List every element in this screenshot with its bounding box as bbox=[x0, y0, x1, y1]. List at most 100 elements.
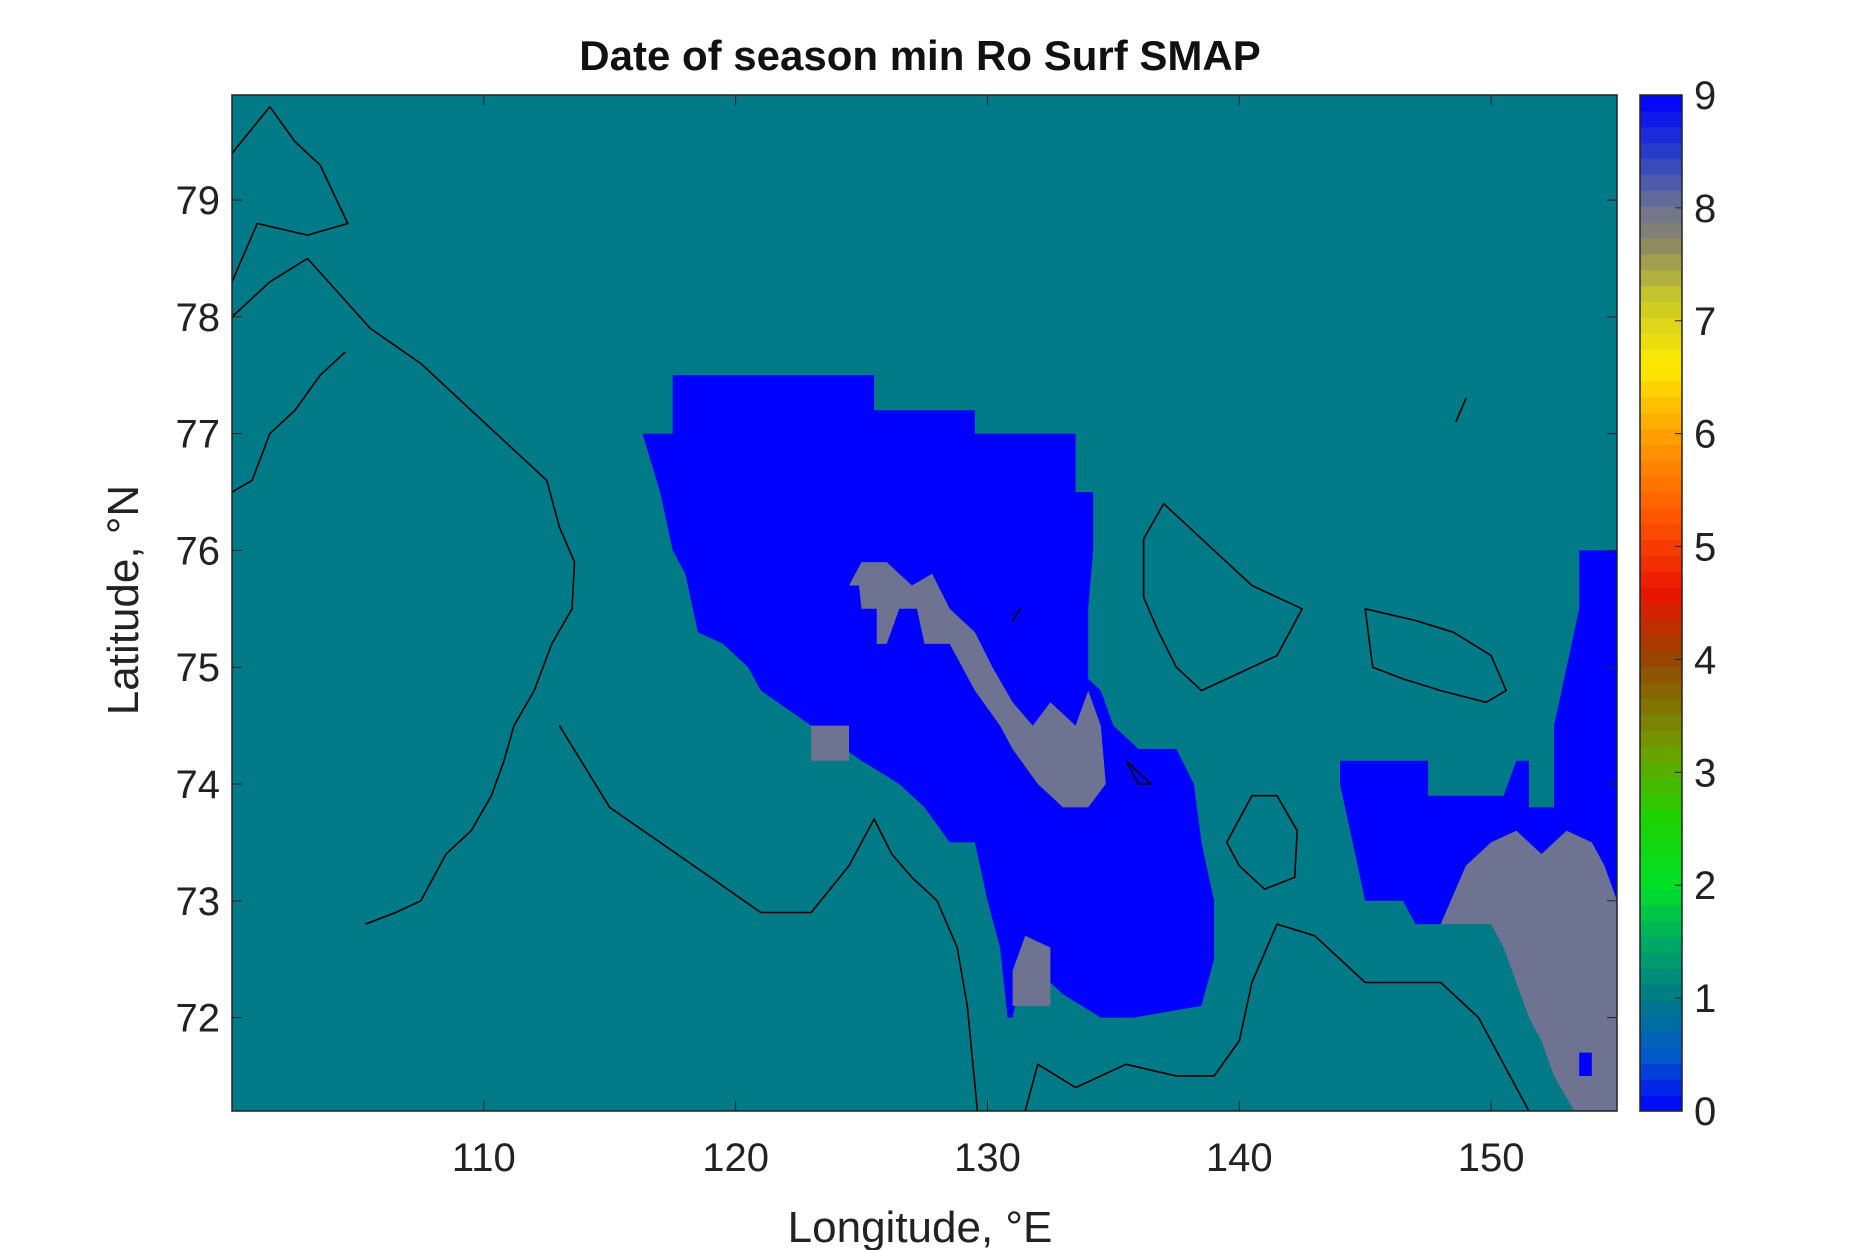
region-1 bbox=[849, 562, 1106, 808]
colorbar-band-55 bbox=[1640, 222, 1682, 239]
y-tick-label-7: 79 bbox=[176, 179, 221, 223]
region-6 bbox=[1579, 1052, 1592, 1076]
colorbar-band-40 bbox=[1640, 460, 1682, 477]
coastline-7 bbox=[1225, 794, 1298, 890]
colorbar-band-20 bbox=[1640, 777, 1682, 795]
colorbar-band-63 bbox=[1640, 95, 1682, 112]
colorbar-tick-label-3: 3 bbox=[1694, 751, 1716, 795]
colorbar-band-36 bbox=[1640, 523, 1682, 541]
colorbar-band-37 bbox=[1640, 507, 1682, 525]
colorbar-band-29 bbox=[1640, 634, 1682, 652]
colorbar-band-24 bbox=[1640, 714, 1682, 731]
colorbar-band-11 bbox=[1640, 920, 1682, 937]
colorbar-band-38 bbox=[1640, 491, 1682, 509]
colorbar-tick-label-8: 8 bbox=[1694, 187, 1716, 231]
coastline-10 bbox=[1011, 607, 1022, 621]
colorbar-band-4 bbox=[1640, 1031, 1682, 1049]
y-tick-label-2: 74 bbox=[176, 763, 221, 807]
colorbar-frame bbox=[1639, 94, 1683, 1112]
y-axis-label: Latitude, °N bbox=[99, 485, 148, 715]
colorbar-tick-label-5: 5 bbox=[1694, 526, 1716, 570]
x-tick-label-2: 130 bbox=[954, 1136, 1021, 1180]
colorbar-band-52 bbox=[1640, 269, 1682, 287]
colorbar-band-53 bbox=[1640, 253, 1682, 271]
colorbar-band-3 bbox=[1640, 1047, 1682, 1064]
colorbar-band-1 bbox=[1640, 1079, 1682, 1096]
colorbar-tick-label-0: 0 bbox=[1694, 1090, 1716, 1134]
chart-title: Date of season min Ro Surf SMAP bbox=[579, 32, 1260, 79]
colorbar-band-58 bbox=[1640, 174, 1682, 191]
colorbar-band-6 bbox=[1640, 999, 1682, 1017]
x-axis-ticks: 110 120 130 140 150 bbox=[452, 95, 1525, 1180]
colorbar-band-5 bbox=[1640, 1015, 1682, 1033]
colorbar-band-44 bbox=[1640, 396, 1682, 414]
colorbar-band-56 bbox=[1640, 206, 1682, 223]
y-tick-label-6: 78 bbox=[176, 296, 221, 340]
x-tick-label-0: 110 bbox=[452, 1136, 516, 1180]
coastline-5 bbox=[1142, 502, 1303, 692]
colorbar-band-28 bbox=[1640, 650, 1682, 668]
colorbar-tick-label-9: 9 bbox=[1694, 74, 1716, 118]
region-5 bbox=[1415, 830, 1617, 1111]
colorbar-tick-label-6: 6 bbox=[1694, 413, 1716, 457]
colorbar-ticks: 0 1 2 3 4 5 6 7 8 9 bbox=[1675, 74, 1716, 1134]
region-0 bbox=[642, 375, 1215, 1018]
colorbar-band-22 bbox=[1640, 745, 1682, 763]
plot-frame bbox=[231, 94, 1618, 1112]
coastline-3 bbox=[558, 725, 979, 1111]
data-regions bbox=[642, 375, 1617, 1111]
colorbar-band-17 bbox=[1640, 825, 1682, 842]
y-tick-label-1: 73 bbox=[176, 880, 221, 924]
coastline-9 bbox=[1455, 397, 1467, 423]
y-tick-label-5: 77 bbox=[176, 413, 221, 457]
colorbar-band-51 bbox=[1640, 285, 1682, 302]
colorbar-band-15 bbox=[1640, 857, 1682, 874]
colorbar-band-62 bbox=[1640, 110, 1682, 128]
colorbar-band-57 bbox=[1640, 190, 1682, 207]
y-tick-label-3: 75 bbox=[176, 646, 221, 690]
colorbar-band-45 bbox=[1640, 380, 1682, 398]
colorbar: 0 1 2 3 4 5 6 7 8 9 bbox=[1639, 74, 1716, 1134]
coastline-6 bbox=[1364, 608, 1507, 704]
colorbar-band-12 bbox=[1640, 904, 1682, 922]
colorbar-tick-label-7: 7 bbox=[1694, 300, 1716, 344]
colorbar-band-23 bbox=[1640, 730, 1682, 747]
colorbar-band-48 bbox=[1640, 333, 1682, 350]
region-4 bbox=[1340, 550, 1617, 925]
colorbar-band-2 bbox=[1640, 1063, 1682, 1080]
coastline-4 bbox=[1024, 923, 1530, 1111]
colorbar-band-27 bbox=[1640, 666, 1682, 683]
region-2 bbox=[1012, 935, 1051, 1006]
colorbar-band-7 bbox=[1640, 984, 1682, 1001]
region-3 bbox=[811, 725, 849, 761]
colorbar-band-61 bbox=[1640, 126, 1682, 144]
colorbar-band-50 bbox=[1640, 301, 1682, 318]
x-tick-label-4: 150 bbox=[1458, 1136, 1525, 1180]
colorbar-band-46 bbox=[1640, 364, 1682, 382]
colorbar-bands bbox=[1640, 95, 1682, 1112]
x-tick-label-3: 140 bbox=[1206, 1136, 1273, 1180]
colorbar-band-35 bbox=[1640, 539, 1682, 556]
colorbar-band-19 bbox=[1640, 793, 1682, 810]
colorbar-band-16 bbox=[1640, 841, 1682, 858]
colorbar-band-8 bbox=[1640, 968, 1682, 985]
colorbar-tick-label-4: 4 bbox=[1694, 638, 1716, 682]
colorbar-band-41 bbox=[1640, 444, 1682, 461]
colorbar-band-14 bbox=[1640, 872, 1682, 890]
colorbar-band-0 bbox=[1640, 1095, 1682, 1112]
y-tick-label-0: 72 bbox=[176, 997, 221, 1041]
colorbar-band-42 bbox=[1640, 428, 1682, 445]
colorbar-band-43 bbox=[1640, 412, 1682, 429]
colorbar-band-47 bbox=[1640, 349, 1682, 366]
coastlines bbox=[232, 105, 1530, 1111]
x-axis-label: Longitude, °E bbox=[788, 1203, 1053, 1250]
colorbar-band-10 bbox=[1640, 936, 1682, 953]
colorbar-band-54 bbox=[1640, 237, 1682, 255]
colorbar-band-30 bbox=[1640, 618, 1682, 636]
coastline-2 bbox=[232, 105, 349, 283]
colorbar-band-34 bbox=[1640, 555, 1682, 572]
colorbar-band-59 bbox=[1640, 158, 1682, 175]
colorbar-band-39 bbox=[1640, 476, 1682, 493]
colorbar-band-9 bbox=[1640, 952, 1682, 969]
